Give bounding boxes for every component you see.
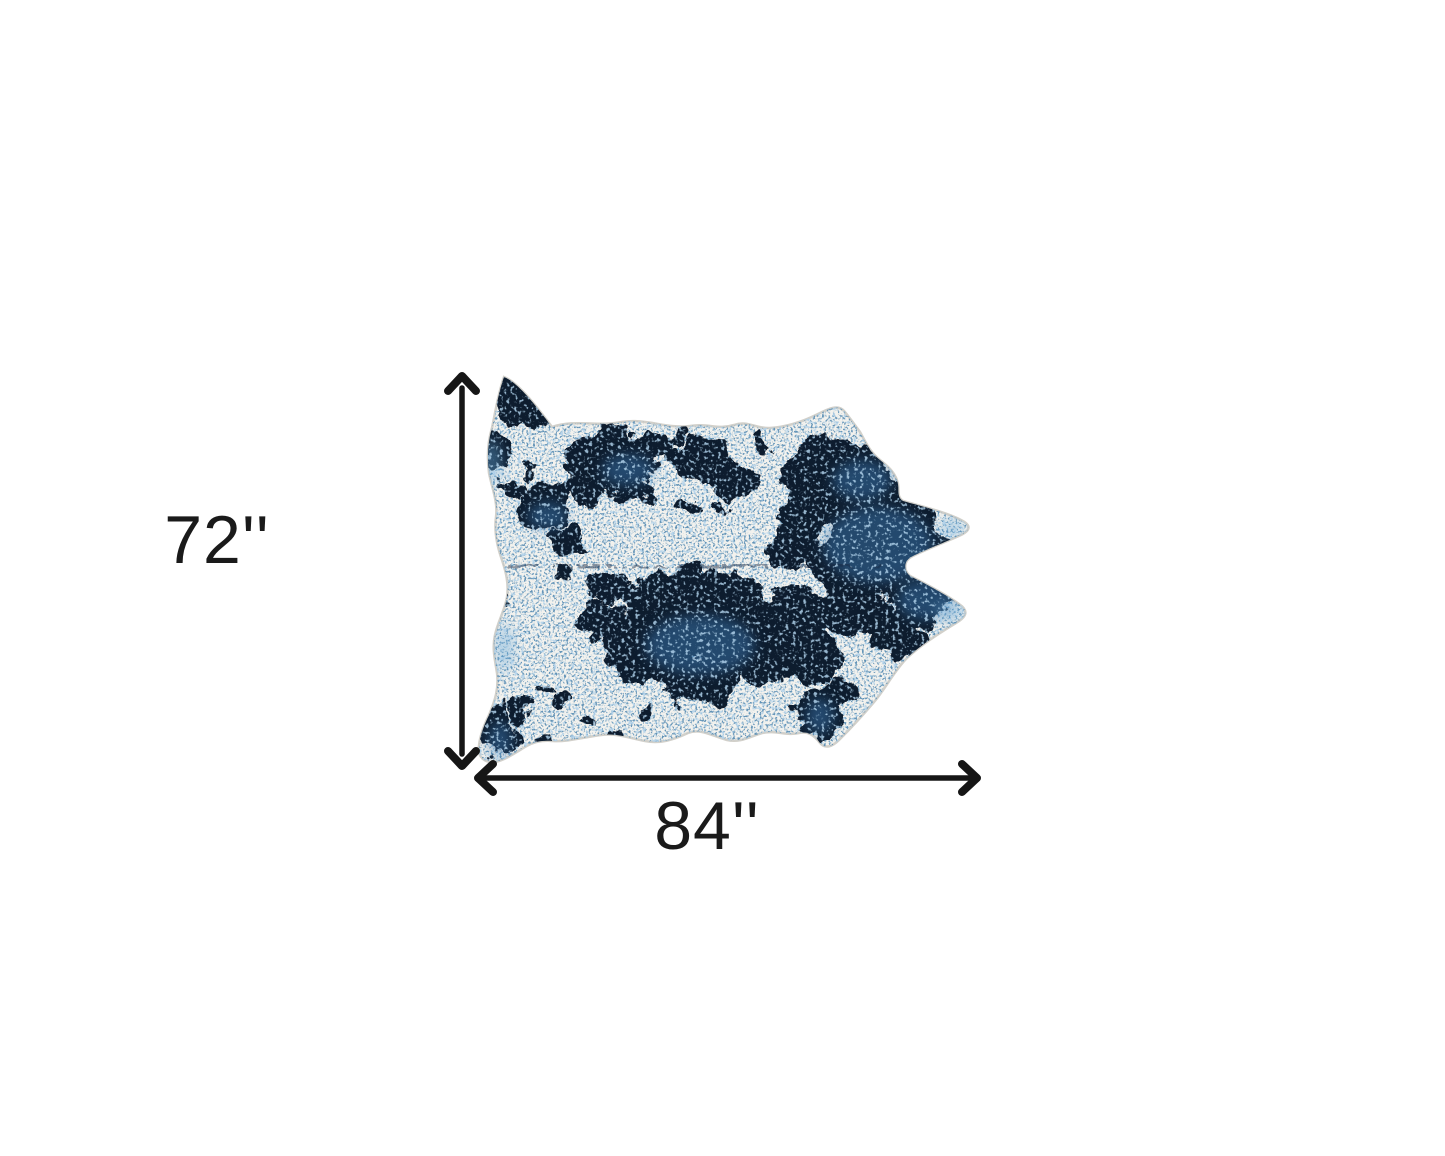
width-dimension-label: 84'' bbox=[654, 788, 760, 864]
hide-spine-crease bbox=[505, 562, 899, 571]
height-dimension-label: 72'' bbox=[164, 502, 270, 578]
hide-pattern bbox=[478, 377, 969, 763]
arrow-down-chevron-icon bbox=[444, 747, 480, 770]
arrow-up-chevron-icon bbox=[444, 372, 480, 395]
height-dimension-arrow bbox=[444, 372, 480, 770]
arrow-right-chevron-icon bbox=[958, 760, 981, 796]
width-dimension-arrow bbox=[474, 760, 981, 796]
arrow-left-chevron-icon bbox=[474, 760, 497, 796]
